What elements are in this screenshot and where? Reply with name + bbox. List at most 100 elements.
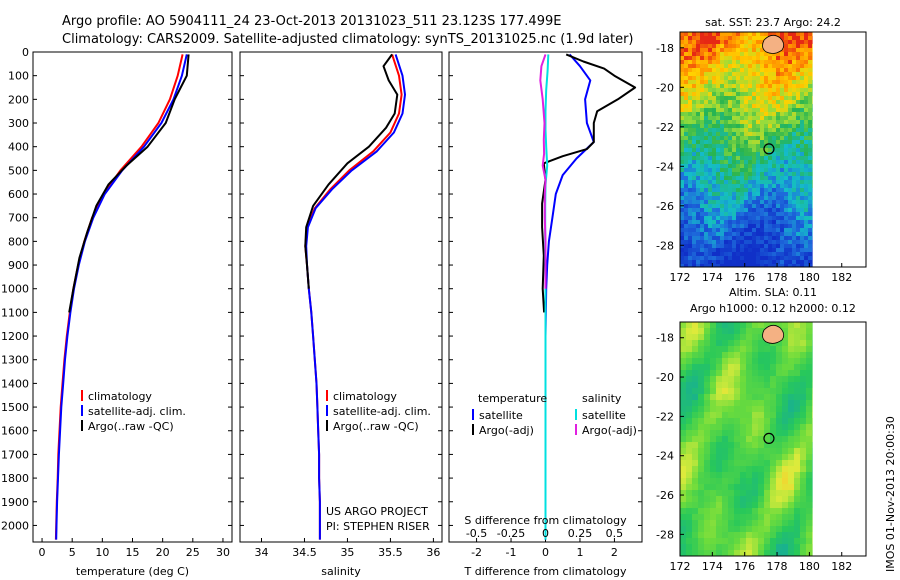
heatmap-cell (808, 120, 812, 124)
heatmap-cell (758, 478, 764, 484)
heatmap-cell (782, 490, 788, 496)
heatmap-cell (740, 520, 746, 526)
heatmap-cell (686, 466, 692, 472)
heatmap-cell (692, 220, 696, 224)
heatmap-cell (752, 328, 758, 334)
heatmap-cell (764, 256, 768, 260)
heatmap-cell (812, 208, 813, 212)
heatmap-cell (704, 168, 708, 172)
heatmap-cell (732, 228, 736, 232)
heatmap-cell (732, 108, 736, 112)
heatmap-cell (734, 400, 740, 406)
heatmap-cell (720, 196, 724, 200)
heatmap-cell (784, 168, 788, 172)
heatmap-cell (756, 84, 760, 88)
heatmap-cell (710, 538, 716, 544)
heatmap-cell (700, 120, 704, 124)
heatmap-cell (686, 544, 692, 550)
heatmap-cell (722, 346, 728, 352)
heatmap-cell (788, 244, 792, 248)
heatmap-cell (696, 108, 700, 112)
heatmap-cell (804, 248, 808, 252)
heatmap-cell (784, 136, 788, 140)
heatmap-cell (760, 144, 764, 148)
heatmap-cell (776, 256, 780, 260)
heatmap-cell (808, 176, 812, 180)
heatmap-cell (728, 436, 734, 442)
heatmap-cell (760, 36, 764, 40)
series-line (539, 54, 547, 289)
heatmap-cell (768, 156, 772, 160)
heatmap-cell (696, 264, 700, 267)
heatmap-cell (728, 148, 732, 152)
heatmap-cell (776, 152, 780, 156)
heatmap-cell (684, 156, 688, 160)
heatmap-cell (734, 364, 740, 370)
heatmap-cell (692, 460, 698, 466)
heatmap-cell (760, 84, 764, 88)
heatmap-cell (724, 212, 728, 216)
heatmap-cell (724, 108, 728, 112)
heatmap-cell (680, 526, 686, 532)
x-tick-label: 2 (611, 546, 618, 559)
heatmap-cell (686, 502, 692, 508)
heatmap-cell (806, 376, 812, 382)
heatmap-cell (764, 208, 768, 212)
heatmap-cell (812, 406, 813, 412)
heatmap-cell (740, 132, 744, 136)
heatmap-cell (732, 68, 736, 72)
legend-label: satellite-adj. clim. (88, 405, 186, 418)
heatmap-cell (770, 406, 776, 412)
heatmap-cell (704, 550, 710, 556)
heatmap-cell (724, 256, 728, 260)
heatmap-cell (794, 490, 800, 496)
heatmap-cell (800, 132, 804, 136)
heatmap-cell (752, 112, 756, 116)
heatmap-cell (788, 216, 792, 220)
heatmap-cell (716, 252, 720, 256)
heatmap-cell (722, 454, 728, 460)
heatmap-cell (716, 394, 722, 400)
heatmap-cell (716, 256, 720, 260)
heatmap-cell (720, 108, 724, 112)
heatmap-cell (686, 334, 692, 340)
heatmap-cell (758, 418, 764, 424)
heatmap-cell (812, 112, 813, 116)
heatmap-cell (716, 60, 720, 64)
heatmap-cell (768, 104, 772, 108)
heatmap-cell (728, 40, 732, 44)
heatmap-cell (736, 240, 740, 244)
heatmap-cell (734, 424, 740, 430)
heatmap-cell (680, 322, 686, 328)
heatmap-cell (768, 188, 772, 192)
heatmap-cell (748, 128, 752, 132)
heatmap-cell (698, 364, 704, 370)
heatmap-cell (796, 140, 800, 144)
heatmap-cell (686, 484, 692, 490)
heatmap-cell (776, 448, 782, 454)
heatmap-cell (704, 160, 708, 164)
heatmap-cell (776, 56, 780, 60)
heatmap-cell (768, 216, 772, 220)
heatmap-cell (686, 514, 692, 520)
heatmap-cell (720, 232, 724, 236)
heatmap-cell (800, 520, 806, 526)
heatmap-cell (760, 72, 764, 76)
heatmap-cell (780, 32, 784, 36)
heatmap-cell (788, 96, 792, 100)
heatmap-cell (708, 44, 712, 48)
legend-label: satellite (582, 409, 626, 422)
heatmap-cell (740, 160, 744, 164)
heatmap-cell (728, 466, 734, 472)
heatmap-cell (712, 152, 716, 156)
heatmap-cell (684, 112, 688, 116)
heatmap-cell (692, 508, 698, 514)
heatmap-cell (704, 454, 710, 460)
heatmap-cell (756, 224, 760, 228)
heatmap-cell (812, 502, 813, 508)
heatmap-cell (812, 484, 813, 490)
heatmap-cell (728, 212, 732, 216)
heatmap-cell (780, 64, 784, 68)
heatmap-cells (680, 322, 813, 556)
heatmap-cell (724, 264, 728, 267)
